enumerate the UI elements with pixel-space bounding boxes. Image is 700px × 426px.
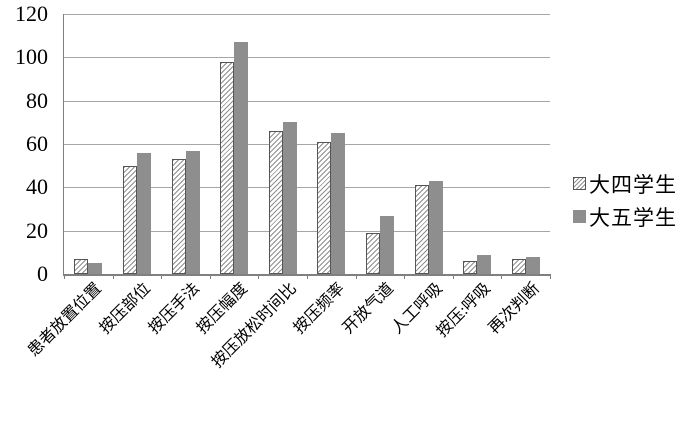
- bar-大五学生-开放气道: [379, 215, 394, 274]
- gridline-80: [64, 100, 550, 102]
- x-tick: [501, 274, 503, 279]
- x-tick: [209, 274, 211, 279]
- y-tick-label-120: 120: [15, 1, 48, 26]
- bar-大四学生-患者放置位置: [74, 258, 89, 274]
- x-tick: [64, 274, 65, 279]
- legend-item-series-2: 大五学生: [573, 200, 677, 233]
- x-tick: [112, 274, 114, 279]
- gridline-40: [64, 187, 550, 189]
- hatched-swatch-icon: [573, 177, 586, 190]
- y-tick-label-20: 20: [26, 217, 48, 243]
- gridline-20: [64, 230, 550, 232]
- bar-大四学生-开放气道: [365, 232, 380, 274]
- x-tick: [307, 274, 308, 279]
- bar-大五学生-按压幅度: [234, 42, 249, 274]
- bar-大五学生-按压手法: [185, 150, 200, 274]
- gridline-100: [64, 57, 550, 59]
- y-tick-label-40: 40: [26, 174, 48, 200]
- bar-大五学生-再次判断: [525, 256, 540, 274]
- y-tick-label-100: 100: [15, 44, 48, 70]
- y-tick-label-0: 0: [37, 261, 48, 286]
- solid-swatch-icon: [573, 210, 586, 223]
- x-tick: [258, 274, 260, 279]
- bar-大四学生-再次判断: [511, 258, 526, 274]
- bar-大四学生-按压幅度: [220, 61, 235, 274]
- bar-大五学生-按压放松时间比: [282, 122, 297, 274]
- legend-label-series-2: 大五学生: [589, 205, 677, 230]
- bar-大五学生-按压频率: [331, 133, 346, 274]
- bar-大五学生-按压:呼吸: [477, 254, 492, 274]
- legend: 大四学生 大五学生: [573, 167, 677, 233]
- bar-大五学生-患者放置位置: [88, 263, 103, 274]
- legend-item-series-1: 大四学生: [573, 167, 677, 200]
- gridline-120: [64, 14, 550, 15]
- x-tick: [355, 274, 357, 279]
- bar-大四学生-人工呼吸: [414, 185, 429, 274]
- gridline-60: [64, 144, 550, 145]
- bar-chart: 0 20 40 60 80 100 120 患者放置位置 按压部位 按压手法 按压幅度 按压放松时间…: [15, 1, 677, 372]
- bar-大四学生-按压频率: [317, 141, 332, 274]
- bar-大四学生-按压手法: [171, 159, 186, 274]
- x-tick: [550, 274, 551, 279]
- y-tick-label-60: 60: [26, 131, 48, 156]
- plot-area: [63, 14, 551, 279]
- bar-大四学生-按压部位: [122, 165, 137, 274]
- bar-大五学生-人工呼吸: [428, 180, 443, 274]
- x-tick: [161, 274, 163, 279]
- bar-大四学生-按压放松时间比: [268, 131, 283, 274]
- bar-大五学生-按压部位: [136, 152, 151, 274]
- y-tick-label-80: 80: [26, 87, 48, 113]
- x-tick: [452, 274, 454, 279]
- legend-label-series-1: 大四学生: [589, 172, 677, 197]
- x-tick: [404, 274, 406, 279]
- bar-大四学生-按压:呼吸: [463, 261, 478, 274]
